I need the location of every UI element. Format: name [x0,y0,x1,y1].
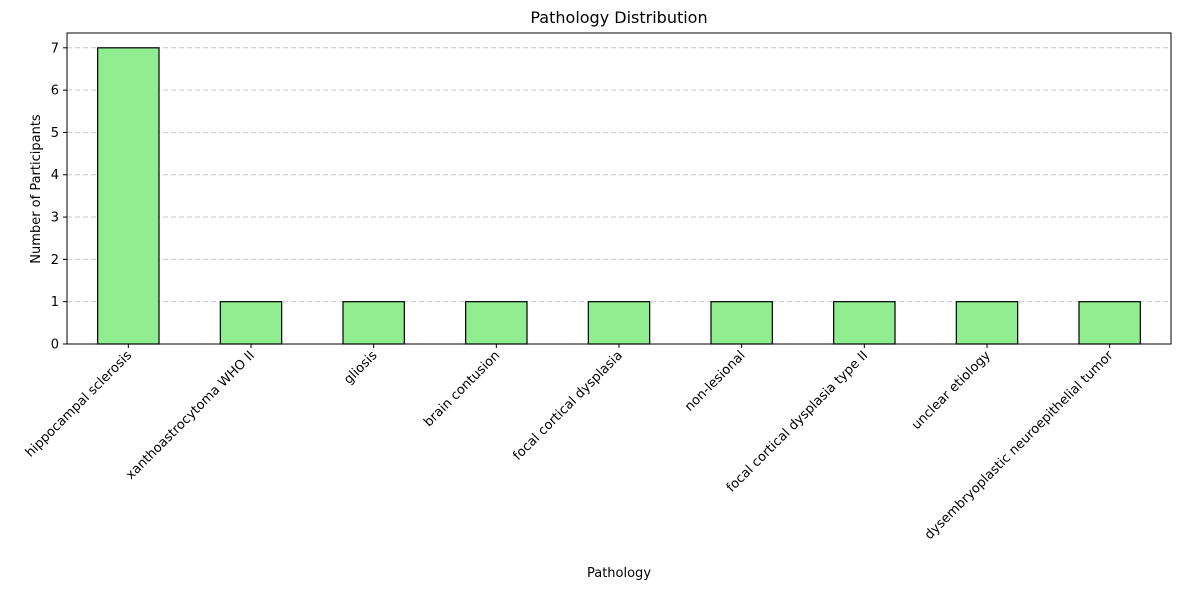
bar [219,301,283,345]
bar [1078,301,1141,345]
bar [955,301,1019,345]
bar [342,301,405,345]
axes-frame [66,32,1172,345]
x-tick-label: hippocampal sclerosis [23,348,135,460]
y-axis-label: Number of Participants [29,114,44,264]
y-axis-ticks: 0 1 2 3 4 5 6 7 [51,41,67,353]
bar [465,301,528,345]
x-tick-label: dysembryoplastic neuroepithelial tumor [922,348,1117,543]
y-tick-label: 3 [51,211,59,226]
bars [97,47,1141,345]
y-tick-label: 4 [51,168,59,183]
bar [587,301,651,345]
y-tick-label: 0 [51,338,59,353]
chart-title: Pathology Distribution [530,8,707,27]
x-tick-label: non-lesional [682,348,748,414]
x-tick-label: focal cortical dysplasia type II [724,348,871,495]
x-tick-label: focal cortical dysplasia [510,348,625,463]
bar [710,301,773,345]
bar [97,47,160,345]
y-tick-label: 5 [51,126,59,141]
x-axis-label: Pathology [587,566,651,581]
x-tick-label: brain contusion [421,348,503,430]
bar [833,301,896,345]
y-tick-label: 6 [51,84,59,99]
x-tick-label: gliosis [341,348,380,387]
x-tick-label: xanthoastrocytoma WHO II [123,348,258,483]
y-tick-label: 7 [51,41,59,56]
grid-lines [67,47,1171,303]
x-tick-label: unclear etiology [909,348,994,433]
y-tick-label: 1 [51,295,59,310]
y-tick-label: 2 [51,253,59,268]
